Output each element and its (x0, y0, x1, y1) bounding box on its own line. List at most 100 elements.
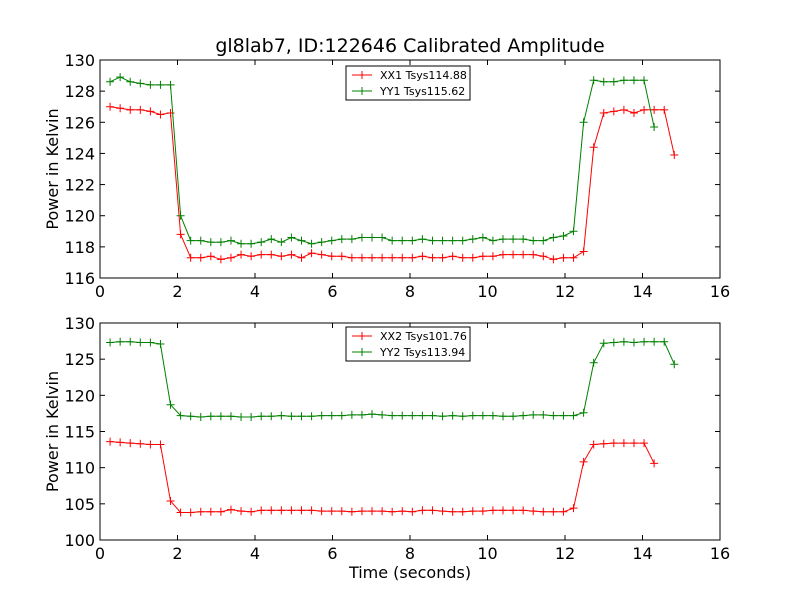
legend-marker (358, 348, 366, 356)
series-point-1 (619, 105, 628, 114)
series-point-1 (176, 508, 185, 517)
series-point-2 (660, 337, 669, 346)
series-point-1 (549, 507, 558, 516)
series-point-2 (458, 236, 467, 245)
series-point-2 (287, 412, 296, 421)
legend-box (345, 326, 471, 362)
top-plot: 0 2 4 6 8 10 12 14 16 116 118 120 122 124 126 128 130 Pow… (43, 51, 730, 301)
y-tick-label: 110 (64, 459, 95, 478)
series-point-1 (529, 507, 538, 516)
series-point-2 (650, 122, 659, 131)
x-tick-label: 4 (250, 544, 260, 563)
series-point-2 (619, 76, 628, 85)
series-point-1 (549, 255, 558, 264)
series-point-1 (206, 252, 215, 261)
series-point-2 (156, 339, 165, 348)
series-point-2 (267, 412, 276, 421)
series-point-2 (509, 412, 518, 421)
series-point-1 (428, 506, 437, 515)
series-point-2 (237, 239, 246, 248)
series-point-1 (488, 252, 497, 261)
series-point-1 (247, 507, 256, 516)
series-point-1 (448, 507, 457, 516)
series-point-1 (408, 507, 417, 516)
series-point-2 (569, 411, 578, 420)
series-point-1 (357, 253, 366, 262)
series-point-1 (156, 440, 165, 449)
y-tick-label: 100 (64, 531, 95, 550)
series-point-2 (448, 236, 457, 245)
series-point-2 (448, 411, 457, 420)
series-point-2 (146, 338, 155, 347)
series-point-2 (136, 338, 145, 347)
series-point-2 (408, 236, 417, 245)
series-point-2 (569, 227, 578, 236)
series-point-1 (196, 253, 205, 262)
series-point-1 (126, 105, 135, 114)
series-point-1 (216, 507, 225, 516)
series-point-1 (146, 440, 155, 449)
series-point-2 (619, 337, 628, 346)
series-point-2 (226, 412, 235, 421)
y-axis-label: Power in Kelvin (43, 108, 62, 229)
series-point-2 (418, 411, 427, 420)
x-tick-label: 10 (477, 544, 497, 563)
y-tick-label: 120 (64, 386, 95, 405)
series-point-1 (589, 440, 598, 449)
series-point-1 (629, 108, 638, 117)
series-point-1 (388, 507, 397, 516)
series-point-1 (509, 250, 518, 259)
series-point-2 (609, 338, 618, 347)
series-point-2 (519, 235, 528, 244)
series-point-2 (347, 235, 356, 244)
series-point-1 (257, 250, 266, 259)
series-point-2 (237, 413, 246, 422)
series-point-1 (307, 249, 316, 258)
series-point-2 (287, 233, 296, 242)
series-point-1 (347, 507, 356, 516)
series-point-1 (499, 250, 507, 259)
series-point-2 (216, 412, 225, 421)
series-point-2 (599, 77, 608, 86)
legend-marker (358, 87, 366, 95)
series-point-2 (398, 236, 407, 245)
series-point-1 (650, 459, 659, 468)
series-point-1 (670, 150, 679, 159)
series-point-2 (206, 238, 215, 247)
legend-marker (358, 71, 366, 79)
series-point-2 (317, 238, 326, 247)
series-point-1 (106, 102, 115, 111)
series-point-1 (368, 253, 377, 262)
series-point-1 (267, 250, 276, 259)
series-point-2 (640, 337, 649, 346)
series-point-2 (519, 411, 528, 420)
y-tick-label: 130 (64, 51, 95, 70)
series-point-1 (277, 506, 286, 515)
series-point-1 (237, 250, 246, 259)
series-point-2 (357, 410, 366, 419)
series-point-2 (579, 118, 588, 127)
series-point-2 (368, 410, 377, 419)
series-point-2 (247, 239, 256, 248)
series-point-1 (579, 247, 588, 256)
series-point-1 (398, 253, 407, 262)
series-point-1 (237, 507, 246, 516)
series-point-2 (206, 412, 215, 421)
series-point-1 (519, 506, 528, 515)
y-tick-label: 120 (64, 207, 95, 226)
series-point-2 (146, 80, 155, 89)
series-point-2 (509, 235, 518, 244)
series-point-2 (488, 236, 497, 245)
series-point-1 (206, 507, 215, 516)
series-point-1 (660, 105, 669, 114)
series-point-2 (116, 73, 125, 82)
series-point-1 (428, 253, 437, 262)
series-point-2 (176, 211, 185, 220)
series-point-2 (458, 412, 467, 421)
series-point-2 (136, 79, 145, 88)
series-point-1 (176, 230, 185, 239)
x-axis-label: Time (seconds) (348, 563, 471, 582)
y-tick-label: 122 (64, 176, 95, 195)
series-point-2 (529, 410, 538, 419)
